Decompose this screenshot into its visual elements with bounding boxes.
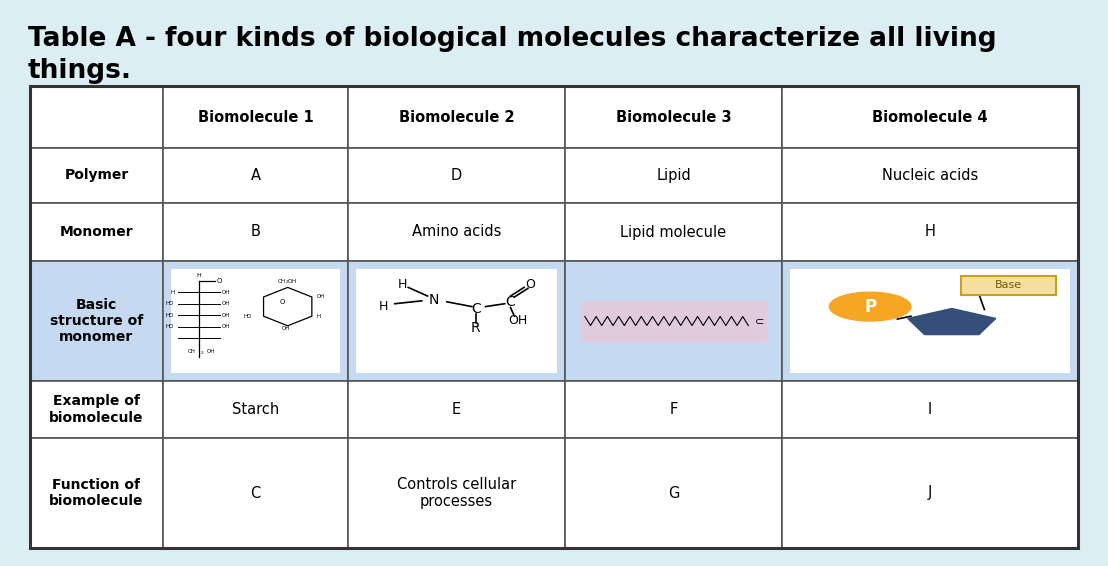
Bar [171, 269, 340, 373]
Bar [565, 261, 782, 381]
Bar [348, 203, 565, 261]
Text: E: E [452, 402, 461, 417]
Bar [782, 86, 1078, 148]
Text: R: R [471, 321, 481, 335]
Text: Lipid: Lipid [656, 168, 691, 183]
Text: Starch: Starch [232, 402, 279, 417]
Text: H: H [317, 314, 321, 319]
Text: Biomolecule 4: Biomolecule 4 [872, 109, 988, 125]
Text: OH: OH [222, 290, 230, 295]
Text: O: O [217, 278, 223, 284]
Text: OH: OH [222, 313, 230, 318]
Text: B: B [250, 225, 260, 239]
Bar [782, 381, 1078, 438]
Text: things.: things. [28, 58, 132, 84]
Text: C: C [250, 486, 260, 500]
Bar [790, 269, 1070, 373]
Circle shape [830, 292, 911, 321]
Text: I: I [927, 402, 932, 417]
Text: J: J [927, 486, 932, 500]
Bar [163, 381, 348, 438]
Bar [782, 148, 1078, 203]
Text: Basic
structure of
monomer: Basic structure of monomer [50, 298, 143, 344]
Text: CH: CH [188, 349, 196, 354]
Text: OH: OH [222, 301, 230, 306]
Text: Polymer: Polymer [64, 169, 129, 182]
Text: A: A [250, 168, 260, 183]
Text: CH$_2$OH: CH$_2$OH [277, 277, 298, 285]
Text: HO: HO [244, 314, 253, 319]
Bar [565, 148, 782, 203]
FancyBboxPatch shape [962, 276, 1057, 294]
Bar [30, 148, 163, 203]
Text: OH: OH [207, 349, 216, 354]
Bar [30, 86, 1078, 548]
Text: Table A - four kinds of biological molecules characterize all living: Table A - four kinds of biological molec… [28, 26, 996, 52]
Text: G: G [668, 486, 679, 500]
Bar [30, 381, 163, 438]
Text: Biomolecule 2: Biomolecule 2 [399, 109, 514, 125]
Text: C: C [505, 295, 515, 309]
Text: HO: HO [166, 301, 174, 306]
Text: Biomolecule 1: Biomolecule 1 [197, 109, 314, 125]
Bar [565, 381, 782, 438]
Text: Amino acids: Amino acids [412, 225, 501, 239]
Text: Base: Base [995, 281, 1023, 290]
Text: Example of
biomolecule: Example of biomolecule [49, 395, 144, 424]
Text: Function of
biomolecule: Function of biomolecule [49, 478, 144, 508]
Text: H: H [924, 225, 935, 239]
Bar [356, 269, 557, 373]
Text: OH: OH [281, 326, 289, 331]
Text: O: O [279, 299, 285, 305]
Bar [348, 86, 565, 148]
Bar [782, 438, 1078, 548]
Bar [163, 148, 348, 203]
Bar [565, 86, 782, 148]
Bar [30, 261, 163, 381]
Bar [581, 301, 766, 341]
Bar [30, 203, 163, 261]
Text: 2: 2 [201, 350, 204, 355]
Text: H: H [379, 300, 388, 313]
Text: O: O [525, 278, 535, 291]
Bar [565, 438, 782, 548]
Text: Lipid molecule: Lipid molecule [620, 225, 727, 239]
Bar [348, 438, 565, 548]
Text: Controls cellular
processes: Controls cellular processes [397, 477, 516, 509]
Bar [30, 86, 163, 148]
Text: OH: OH [222, 324, 230, 329]
Bar [348, 148, 565, 203]
Text: H: H [170, 290, 174, 295]
Text: C: C [471, 302, 481, 316]
Bar [30, 438, 163, 548]
Text: P: P [864, 298, 876, 316]
Text: OH: OH [317, 294, 325, 299]
Text: Nucleic acids: Nucleic acids [882, 168, 978, 183]
Bar [163, 261, 348, 381]
Text: Biomolecule 3: Biomolecule 3 [616, 109, 731, 125]
Bar [163, 438, 348, 548]
Text: Monomer: Monomer [60, 225, 133, 239]
Bar [565, 203, 782, 261]
Text: $\subset$: $\subset$ [752, 316, 765, 326]
Text: HO: HO [166, 313, 174, 318]
Bar [348, 381, 565, 438]
Text: H: H [197, 273, 202, 278]
Text: D: D [451, 168, 462, 183]
Bar [348, 261, 565, 381]
Text: OH: OH [509, 314, 527, 327]
Text: N: N [428, 293, 439, 307]
Text: H: H [398, 278, 407, 291]
Bar [163, 86, 348, 148]
Polygon shape [907, 308, 996, 335]
Text: HO: HO [166, 324, 174, 329]
Text: F: F [669, 402, 678, 417]
Bar [782, 203, 1078, 261]
Bar [163, 203, 348, 261]
Bar [782, 261, 1078, 381]
